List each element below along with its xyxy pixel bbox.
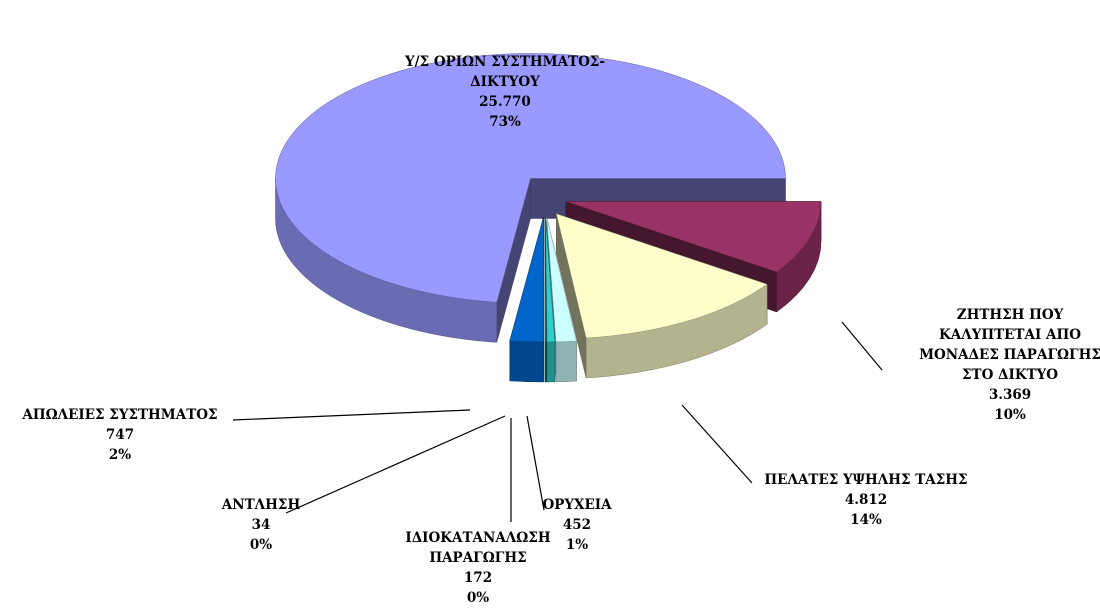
slice-top — [275, 53, 786, 303]
slice-value: 34 — [251, 517, 271, 533]
data-label: ΠΕΛΑΤΕΣ ΥΨΗΛΗΣ ΤΑΣΗΣ 4.812 14% — [764, 470, 967, 530]
leader-line — [841, 321, 883, 371]
slice-wall — [509, 340, 544, 383]
leader-line — [232, 409, 471, 421]
leader-line — [681, 404, 753, 484]
slice-percent: 73% — [489, 114, 521, 130]
data-label: Υ/Σ ΟΡΙΩΝ ΣΥΣΤΗΜΑΤΟΣ-ΔΙΚΤΥΟΥ 25.770 73% — [380, 52, 630, 132]
slice-value: 172 — [463, 570, 493, 586]
data-label: ΑΝΤΛΗΣΗ 34 0% — [222, 495, 300, 555]
slice-value: 25.770 — [479, 94, 531, 110]
slice-top — [545, 216, 556, 343]
pie-slice — [556, 213, 768, 379]
data-label: ΖΗΤΗΣΗ ΠΟΥ ΚΑΛΥΠΤΕΤΑΙ ΑΠΟ ΜΟΝΑΔΕΣ ΠΑΡΑΓΩ… — [910, 305, 1100, 425]
slice-top — [565, 201, 822, 273]
data-label: ΟΡΥΧΕΙΑ 452 1% — [542, 495, 611, 555]
slice-name: ΠΕΛΑΤΕΣ ΥΨΗΛΗΣ ΤΑΣΗΣ — [764, 472, 968, 488]
data-label: ΙΔΙΟΚΑΤΑΝΑΛΩΣΗ ΠΑΡΑΓΩΓΗΣ 172 0% — [378, 528, 578, 608]
slice-percent: 0% — [466, 590, 490, 606]
leader-line — [526, 415, 545, 511]
slice-top — [546, 216, 577, 343]
slices — [275, 53, 822, 383]
leader-line — [285, 415, 506, 514]
slice-name: ΑΝΤΛΗΣΗ — [221, 497, 301, 513]
pie-slice — [544, 216, 547, 383]
pie-slice — [545, 216, 556, 383]
slice-top — [544, 216, 547, 343]
slice-top — [556, 213, 768, 339]
slice-name: ΖΗΤΗΣΗ ΠΟΥ ΚΑΛΥΠΤΕΤΑΙ ΑΠΟ ΜΟΝΑΔΕΣ ΠΑΡΑΓΩ… — [919, 307, 1100, 383]
slice-name: ΟΡΥΧΕΙΑ — [542, 497, 612, 513]
pie-slice — [509, 216, 544, 383]
slice-percent: 10% — [994, 407, 1026, 423]
slice-top — [509, 216, 544, 343]
slice-percent: 2% — [108, 447, 132, 463]
data-label: ΑΠΩΛΕΙΕΣ ΣΥΣΤΗΜΑΤΟΣ 747 2% — [22, 405, 217, 465]
slice-percent: 14% — [850, 512, 882, 528]
slice-name: ΙΔΙΟΚΑΤΑΝΑΛΩΣΗ ΠΑΡΑΓΩΓΗΣ — [405, 530, 551, 566]
slice-wall — [544, 341, 547, 383]
slice-wall — [555, 340, 577, 383]
slice-percent: 0% — [249, 537, 273, 553]
slice-name: Υ/Σ ΟΡΙΩΝ ΣΥΣΤΗΜΑΤΟΣ-ΔΙΚΤΥΟΥ — [405, 54, 605, 90]
slice-value: 3.369 — [988, 387, 1032, 403]
slice-percent: 1% — [565, 537, 589, 553]
slice-value: 747 — [105, 427, 135, 443]
slice-name: ΑΠΩΛΕΙΕΣ ΣΥΣΤΗΜΑΤΟΣ — [22, 407, 218, 423]
slice-value: 4.812 — [844, 492, 888, 508]
slice-wall — [546, 341, 556, 383]
slice-value: 452 — [562, 517, 592, 533]
